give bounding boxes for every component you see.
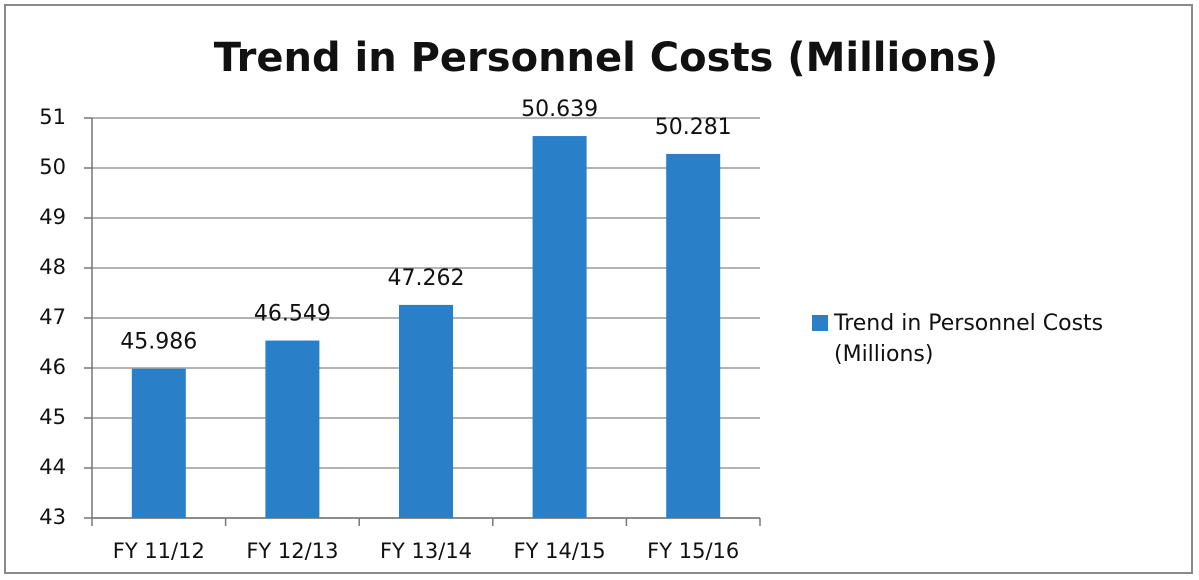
y-tick-label: 46 (39, 355, 66, 379)
bar (399, 304, 453, 518)
data-label: 47.262 (388, 266, 465, 291)
data-label: 45.986 (120, 330, 197, 355)
y-tick-label: 48 (39, 255, 66, 279)
legend-label: Trend in Personnel Costs (Millions) (834, 311, 1104, 367)
data-label: 50.639 (521, 97, 598, 122)
legend: Trend in Personnel Costs (Millions) (812, 308, 1192, 370)
chart-frame (4, 4, 1193, 574)
bar (265, 340, 320, 518)
y-tick-label: 45 (39, 405, 66, 429)
y-tick-label: 49 (39, 205, 66, 229)
data-label: 50.281 (655, 115, 732, 140)
x-tick-label: FY 11/12 (113, 539, 205, 563)
bar (666, 153, 721, 518)
y-tick-label: 43 (39, 505, 66, 529)
y-tick-label: 50 (39, 155, 66, 179)
legend-swatch (812, 315, 828, 331)
x-tick-label: FY 13/14 (380, 539, 472, 563)
y-tick-label: 44 (39, 455, 66, 479)
y-tick-label: 51 (39, 105, 66, 129)
x-tick-label: FY 15/16 (647, 539, 739, 563)
x-tick-label: FY 12/13 (246, 539, 338, 563)
bar (131, 368, 186, 518)
chart-title: Trend in Personnel Costs (Millions) (214, 35, 999, 81)
y-tick-label: 47 (39, 305, 66, 329)
data-label: 46.549 (254, 302, 331, 327)
bar (532, 136, 587, 519)
x-tick-label: FY 14/15 (514, 539, 606, 563)
